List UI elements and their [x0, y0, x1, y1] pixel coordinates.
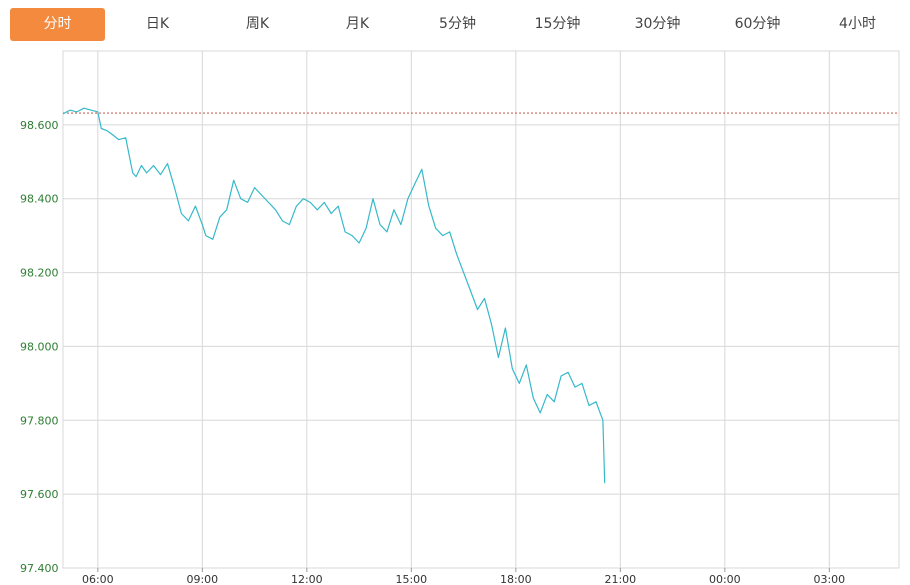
price-series-line — [62, 107, 606, 484]
tab-15min[interactable]: 15分钟 — [534, 16, 581, 32]
x-tick-label: 15:00 — [395, 573, 427, 585]
y-tick-label: 97.600 — [20, 488, 59, 501]
tab-month-k[interactable]: 月K — [345, 16, 370, 32]
tab-30min[interactable]: 30分钟 — [634, 16, 681, 32]
plot-border — [62, 50, 900, 569]
tab-60min[interactable]: 60分钟 — [734, 16, 781, 32]
x-tick-label: 21:00 — [604, 573, 636, 585]
tab-4hour[interactable]: 4小时 — [839, 16, 876, 32]
x-tick-label: 09:00 — [186, 573, 218, 585]
tab-minute[interactable]: 分时 — [10, 8, 105, 41]
x-tick-label: 18:00 — [500, 573, 532, 585]
tab-day-k[interactable]: 日K — [145, 16, 170, 32]
y-axis: 97.400 97.600 97.800 98.000 98.200 98.400 98.6… — [20, 119, 59, 575]
x-tick-label: 12:00 — [291, 573, 323, 585]
tab-week-k[interactable]: 周K — [245, 16, 270, 32]
x-axis: 06:00 09:00 12:00 15:00 18:00 21:00 00:00 03:00 — [82, 568, 845, 585]
x-tick-label: 00:00 — [709, 573, 741, 585]
grid-lines — [62, 50, 900, 569]
y-tick-label: 98.000 — [20, 340, 59, 353]
x-tick-label: 06:00 — [82, 573, 114, 585]
x-tick-label: 03:00 — [813, 573, 845, 585]
y-tick-label: 98.600 — [20, 119, 59, 132]
y-tick-label: 97.400 — [20, 562, 59, 575]
period-tabs: 分时 日K 周K 月K 5分钟 15分钟 30分钟 60分钟 4小时 — [10, 8, 907, 42]
tab-5min[interactable]: 5分钟 — [439, 16, 476, 32]
y-tick-label: 98.400 — [20, 193, 59, 206]
y-tick-label: 98.200 — [20, 267, 59, 280]
y-tick-label: 97.800 — [20, 414, 59, 427]
